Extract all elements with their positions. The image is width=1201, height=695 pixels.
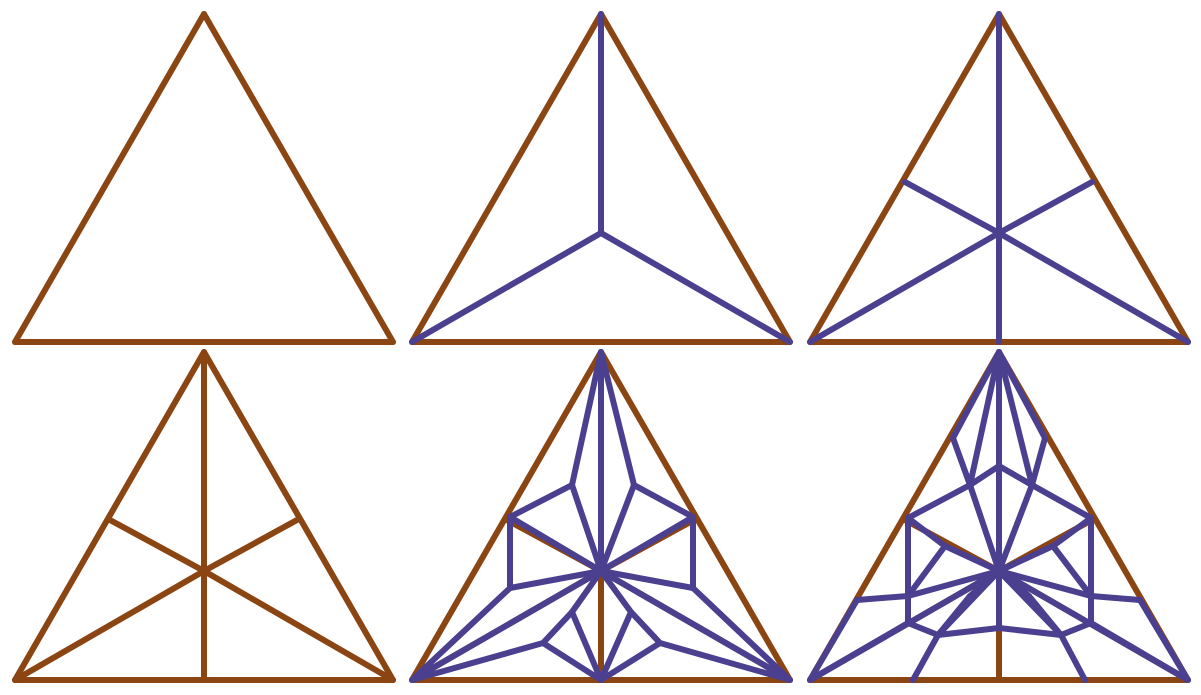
median-line — [201, 568, 396, 683]
dual-edge — [569, 609, 604, 683]
dual-edge — [996, 463, 1035, 488]
triangle-edge — [409, 11, 604, 345]
dual-edge — [935, 593, 973, 638]
dual-edge — [996, 568, 1094, 599]
dual-edge — [507, 482, 575, 520]
dual-edge — [598, 514, 696, 574]
dual-spoke — [409, 230, 604, 345]
triangle-edge — [807, 11, 1002, 345]
dual-edge — [996, 543, 1056, 574]
dual-edge — [540, 640, 604, 683]
dual-edge — [854, 593, 911, 603]
dual-edge — [1058, 620, 1094, 638]
dual-edge — [1029, 435, 1048, 488]
dual-edge — [996, 482, 1035, 574]
dual-edge — [540, 609, 575, 646]
dual-edge — [967, 482, 1002, 574]
triangle-edge — [409, 349, 604, 683]
triangle-edge — [201, 349, 396, 683]
dual-edge — [1026, 593, 1064, 638]
dual-edge — [1137, 597, 1191, 683]
dual-edge — [569, 349, 604, 488]
dual-edge — [598, 640, 663, 683]
panel-3 — [807, 11, 1191, 345]
dual-edge — [807, 568, 1002, 683]
dual-edge — [1050, 543, 1094, 599]
triangle-edge — [996, 11, 1191, 345]
median-line — [201, 517, 300, 574]
triangle-edge — [598, 11, 793, 345]
median-line — [902, 179, 1002, 236]
dual-edge — [996, 349, 1035, 488]
dual-edge — [1050, 515, 1094, 549]
dual-edge — [598, 349, 637, 488]
dual-edge — [409, 585, 513, 683]
panel-1 — [12, 11, 396, 345]
dual-edge — [598, 482, 637, 574]
dual-edge — [996, 625, 1064, 638]
median-line — [807, 230, 1002, 345]
median-line — [12, 568, 207, 683]
panel-6 — [807, 349, 1191, 683]
dual-edge — [996, 349, 1048, 441]
dual-edge — [507, 568, 604, 591]
panel-5 — [409, 349, 793, 683]
triangle-edge — [12, 11, 207, 345]
median-line — [107, 517, 207, 574]
dual-edge — [910, 632, 941, 683]
panel-4 — [12, 349, 396, 683]
dual-edge — [1058, 632, 1088, 683]
median-line — [996, 179, 1095, 236]
dual-edge — [1029, 482, 1094, 521]
dual-edge — [598, 568, 793, 683]
triangle-edge — [201, 11, 396, 345]
dual-edge — [950, 435, 973, 488]
dual-edge — [569, 482, 604, 574]
dual-edge — [967, 568, 1002, 599]
dual-edge — [569, 568, 604, 615]
dual-edge — [598, 609, 634, 683]
dual-edge — [950, 349, 1002, 441]
dual-edge — [807, 597, 860, 683]
dual-edge — [409, 568, 604, 683]
dual-edge — [935, 625, 1002, 638]
dual-edge — [507, 514, 604, 574]
panel-2 — [409, 11, 793, 345]
dual-edge — [657, 640, 793, 683]
dual-edge — [409, 640, 546, 683]
dual-edge — [905, 482, 973, 521]
dual-edge — [942, 543, 1002, 574]
dual-edge — [905, 568, 1002, 599]
dual-edge — [996, 568, 1191, 683]
dual-edge — [628, 609, 663, 646]
dual-edge — [631, 482, 696, 520]
dual-edge — [996, 568, 1032, 599]
dual-edge — [967, 349, 1002, 488]
dual-edge — [1088, 593, 1143, 603]
dual-edge — [905, 620, 941, 638]
dual-edge — [905, 543, 948, 599]
dual-spoke — [598, 230, 793, 345]
dual-edge — [690, 585, 793, 683]
triangle-edge — [12, 349, 207, 683]
dual-edge — [598, 568, 634, 615]
median-line — [996, 230, 1191, 345]
dual-edge — [967, 463, 1002, 488]
dual-edge — [598, 568, 696, 591]
dual-edge — [905, 515, 948, 549]
